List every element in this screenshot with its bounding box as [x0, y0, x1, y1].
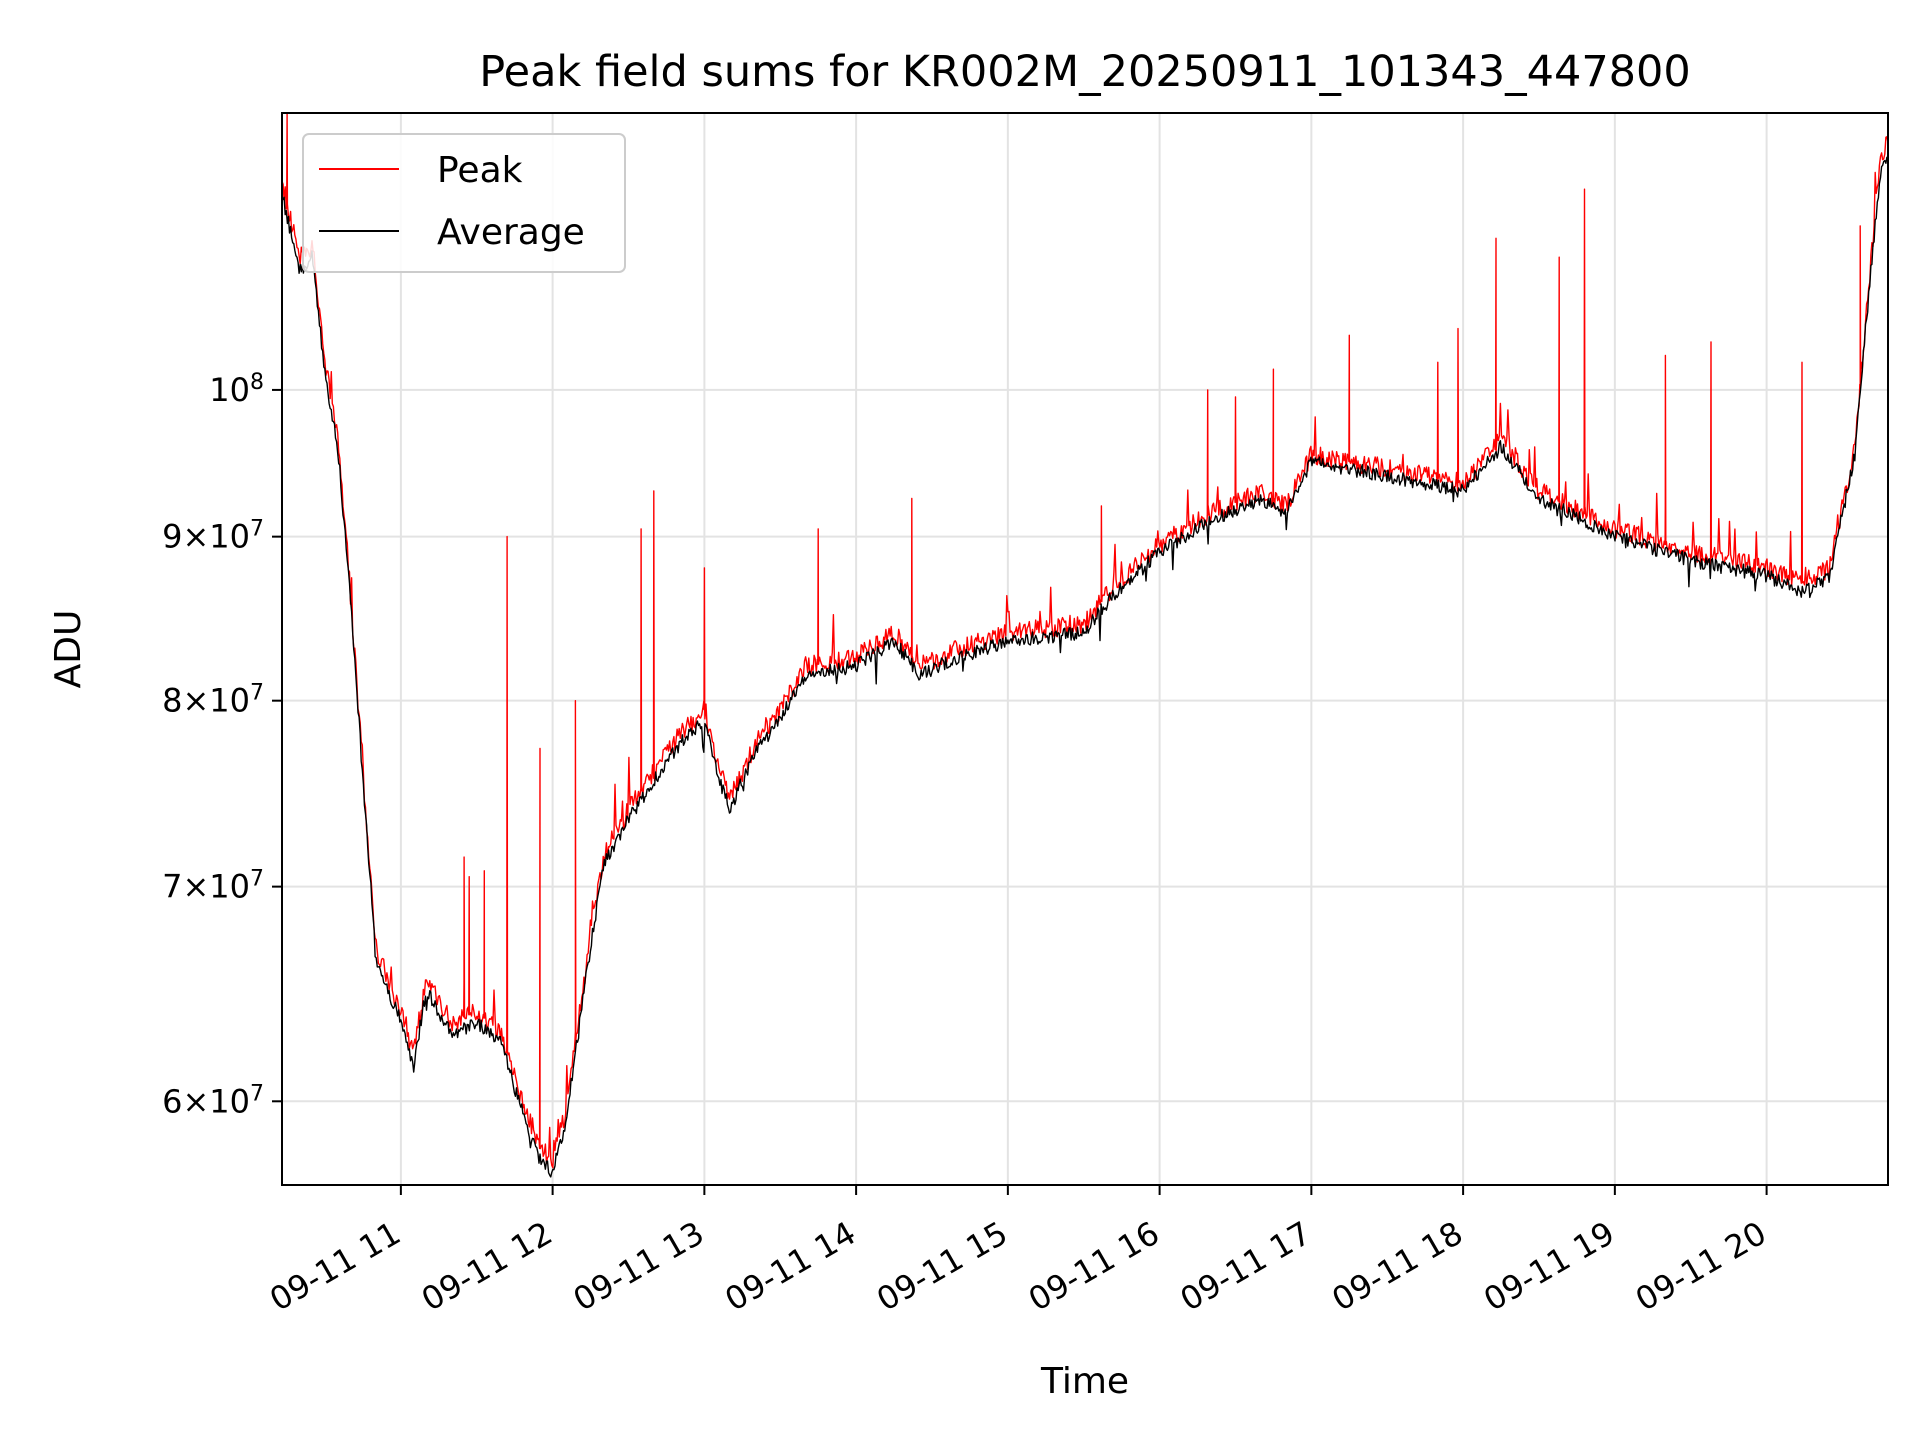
chart-title: Peak field sums for KR002M_20250911_1013… — [479, 47, 1691, 97]
plot-area — [281, 112, 1889, 1178]
axes-frame — [281, 112, 1889, 1186]
grid — [282, 113, 1888, 1185]
x-tick-label: 09-11 16 — [1022, 1214, 1166, 1319]
legend-average-label: Average — [437, 212, 585, 253]
y-tick-label: 6×107 — [162, 1081, 264, 1121]
x-tick-label: 09-11 20 — [1629, 1214, 1773, 1319]
series-peak-line — [281, 112, 1889, 1169]
x-tick-label: 09-11 17 — [1174, 1214, 1318, 1319]
y-tick-label: 7×107 — [162, 866, 264, 906]
x-tick-label: 09-11 15 — [870, 1214, 1014, 1319]
y-tick-label: 108 — [209, 369, 264, 409]
legend-peak-label: Peak — [437, 150, 523, 191]
y-axis: 6×107 7×107 8×107 9×107 108 — [162, 369, 282, 1120]
x-tick-label: 09-11 11 — [263, 1214, 407, 1319]
x-axis: 09-11 11 09-11 12 09-11 13 09-11 14 09-11 15… — [263, 1185, 1773, 1319]
legend: Peak Average — [302, 133, 626, 273]
x-tick-label: 09-11 14 — [719, 1214, 863, 1319]
y-tick-label: 9×107 — [162, 516, 264, 556]
x-axis-label: Time — [1040, 1361, 1129, 1402]
x-tick-label: 09-11 19 — [1477, 1214, 1621, 1319]
series-average-line — [281, 156, 1889, 1178]
y-tick-label: 8×107 — [162, 680, 264, 720]
y-axis-label: ADU — [48, 610, 89, 689]
x-tick-label: 09-11 12 — [415, 1214, 559, 1319]
x-tick-label: 09-11 13 — [567, 1214, 711, 1319]
x-tick-label: 09-11 18 — [1326, 1214, 1470, 1319]
